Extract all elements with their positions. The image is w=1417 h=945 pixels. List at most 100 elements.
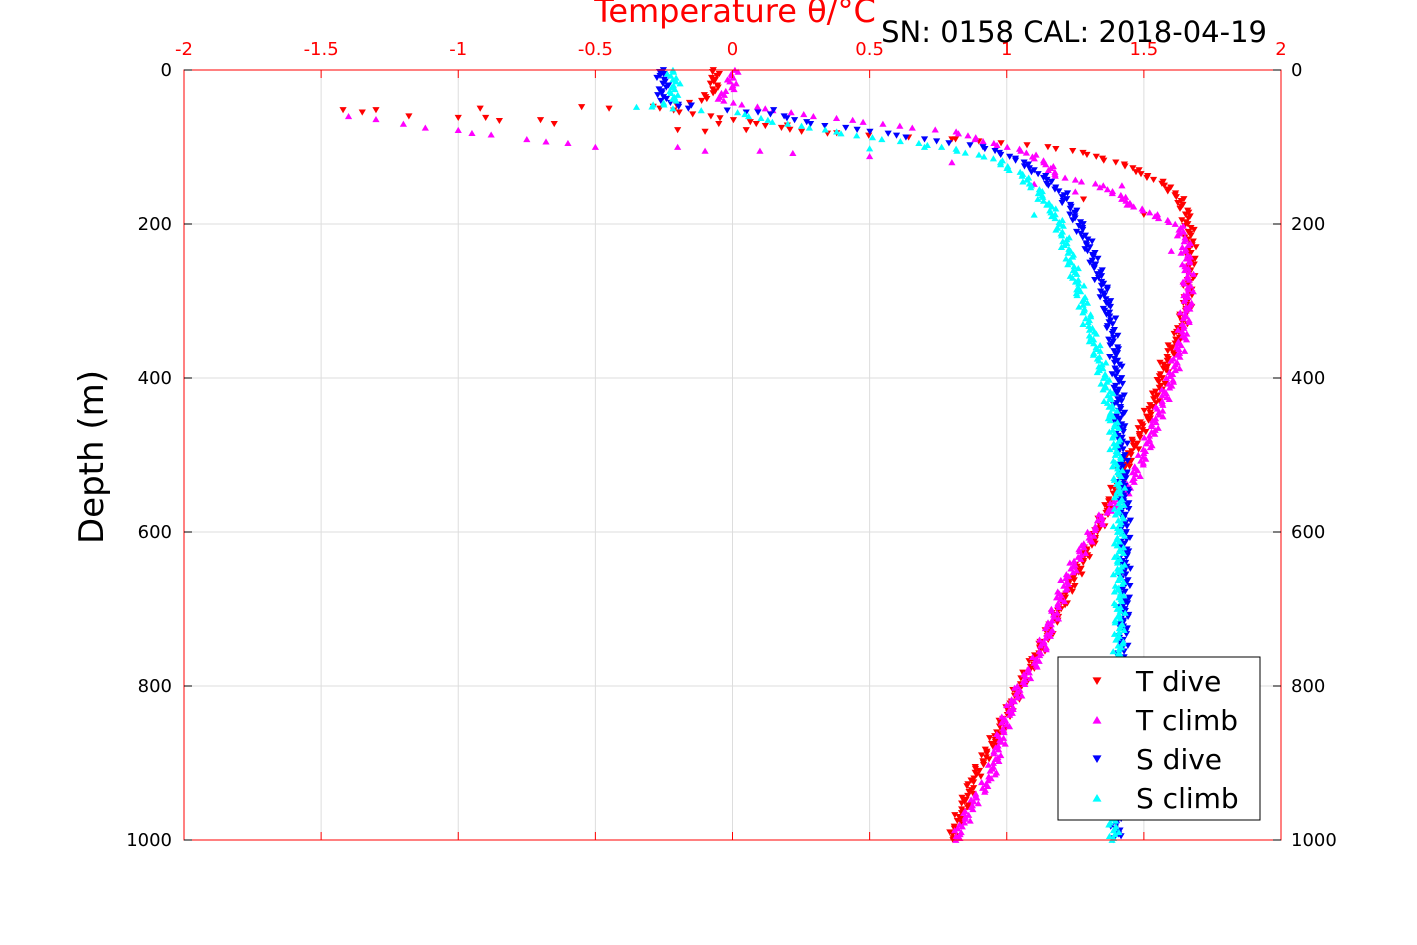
- data-point: [733, 109, 742, 116]
- data-point: [1118, 182, 1126, 189]
- y-tick-label-right: 800: [1291, 676, 1325, 697]
- data-point: [1057, 576, 1065, 584]
- data-point: [1146, 209, 1154, 216]
- data-point: [1113, 559, 1122, 566]
- data-point: [1110, 348, 1118, 355]
- data-point: [1126, 565, 1134, 572]
- data-point: [1122, 559, 1130, 567]
- data-point: [1118, 380, 1127, 388]
- legend-marker: [1092, 793, 1102, 802]
- data-point: [662, 95, 670, 103]
- data-point: [1079, 196, 1088, 203]
- data-point: [1121, 484, 1129, 491]
- data-point: [1019, 178, 1027, 185]
- data-point: [859, 118, 867, 125]
- data-point: [495, 117, 503, 125]
- data-point: [1140, 211, 1148, 218]
- data-point: [786, 126, 794, 133]
- data-point: [1114, 465, 1122, 472]
- data-point: [1071, 188, 1079, 195]
- data-point: [1126, 463, 1134, 470]
- data-point: [1185, 318, 1193, 326]
- data-point: [1130, 444, 1139, 451]
- data-point: [1189, 270, 1198, 277]
- data-point: [1154, 214, 1163, 222]
- series-t-climb: [344, 66, 1198, 843]
- data-point: [991, 771, 999, 778]
- data-point: [550, 121, 558, 128]
- data-point: [1106, 499, 1114, 507]
- data-point: [1124, 577, 1132, 584]
- data-point: [1051, 214, 1059, 222]
- data-point: [1070, 263, 1078, 270]
- data-point: [1083, 151, 1091, 158]
- data-point: [784, 120, 792, 127]
- data-point: [978, 779, 986, 786]
- data-point: [1044, 201, 1052, 208]
- data-point: [706, 80, 714, 87]
- data-point: [1106, 353, 1114, 361]
- data-point: [1063, 190, 1072, 197]
- data-point: [1177, 342, 1185, 349]
- data-point: [966, 817, 974, 824]
- data-point: [1108, 189, 1116, 197]
- data-point: [1110, 334, 1118, 341]
- data-point: [1042, 646, 1050, 653]
- data-point: [770, 107, 778, 114]
- data-point: [662, 84, 670, 91]
- data-point: [1179, 315, 1187, 322]
- data-point: [1069, 253, 1077, 260]
- data-point: [1158, 392, 1166, 399]
- data-point: [1110, 355, 1119, 362]
- data-point: [789, 149, 797, 157]
- data-point: [1099, 365, 1107, 372]
- data-point: [1159, 407, 1167, 414]
- data-point: [1112, 636, 1120, 643]
- data-point: [1121, 163, 1129, 170]
- data-point: [979, 137, 987, 145]
- x-tick-label: 0.5: [855, 39, 884, 60]
- data-point: [1066, 211, 1074, 218]
- data-point: [981, 788, 989, 795]
- data-point: [1126, 534, 1134, 542]
- data-point: [1113, 565, 1122, 572]
- data-point: [1134, 451, 1142, 458]
- data-point: [837, 130, 845, 137]
- data-point: [1095, 363, 1103, 370]
- data-point: [1183, 290, 1192, 297]
- data-point: [1109, 571, 1118, 578]
- data-point: [1192, 244, 1200, 251]
- data-point: [1172, 194, 1180, 201]
- data-point: [742, 127, 750, 134]
- data-point: [1095, 275, 1103, 282]
- data-point: [1029, 653, 1037, 661]
- data-point: [1103, 286, 1111, 293]
- data-point: [1058, 194, 1066, 201]
- data-point: [997, 161, 1005, 168]
- data-point: [1120, 626, 1128, 634]
- data-point: [1046, 628, 1055, 635]
- data-point: [1164, 348, 1172, 355]
- data-point: [1177, 198, 1185, 205]
- data-point: [908, 124, 916, 131]
- data-point: [1152, 388, 1160, 395]
- data-point: [1117, 472, 1125, 480]
- data-point: [1109, 522, 1117, 530]
- legend-box: [1057, 656, 1261, 821]
- data-point: [454, 114, 462, 121]
- data-point: [1092, 153, 1100, 160]
- data-point: [1110, 553, 1119, 560]
- data-point: [1107, 395, 1115, 403]
- data-point: [1155, 411, 1164, 418]
- data-point: [1123, 457, 1132, 465]
- data-point: [1118, 375, 1126, 382]
- data-point: [1119, 411, 1127, 418]
- data-point: [1144, 417, 1153, 424]
- data-point: [689, 111, 697, 118]
- data-point: [879, 120, 887, 127]
- data-point: [1096, 184, 1104, 191]
- data-point: [948, 136, 956, 143]
- data-point: [1074, 265, 1082, 272]
- data-point: [1109, 321, 1117, 328]
- data-point: [1053, 609, 1061, 616]
